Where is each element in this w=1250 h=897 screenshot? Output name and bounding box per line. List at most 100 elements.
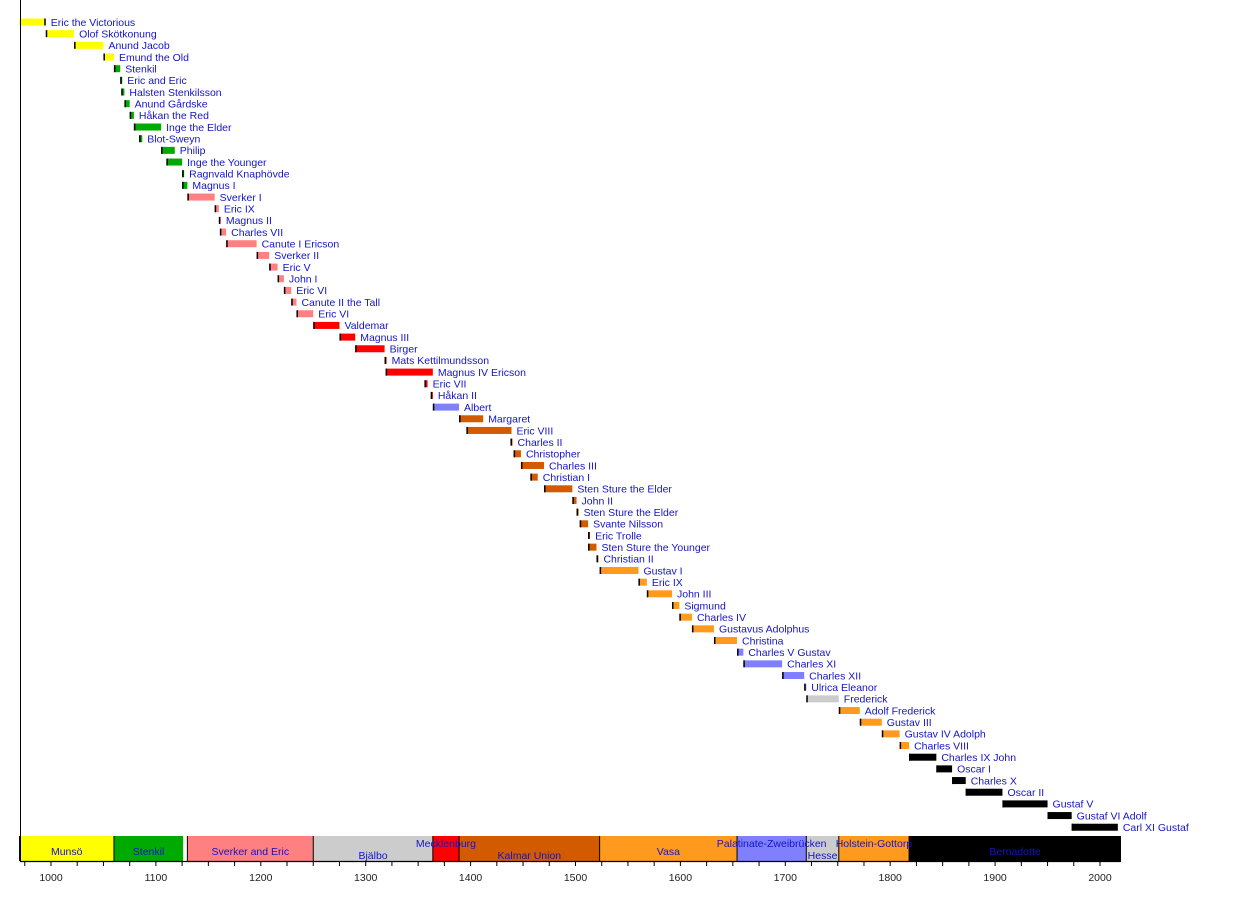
monarch-label: Charles VII [231, 227, 283, 239]
monarch-label: John I [289, 274, 318, 286]
monarch-bar-start-marker [129, 111, 132, 119]
monarch-bar-start-marker [838, 707, 841, 715]
monarch-bar [219, 228, 227, 236]
monarch-bar-start-marker [804, 683, 806, 691]
monarch-label: Eric VII [433, 379, 467, 391]
monarch-label: Blot-Sweyn [147, 134, 200, 146]
monarch-bar-start-marker [74, 41, 76, 49]
monarch-bar-start-marker [120, 76, 122, 84]
monarch-bar-start-marker [576, 508, 579, 516]
monarch-bar-start-marker [384, 356, 387, 364]
monarch-bar [432, 403, 460, 411]
monarch-bar-start-marker [187, 193, 189, 201]
monarch-label: Charles XI [787, 659, 836, 671]
monarch-bar [1047, 812, 1072, 820]
monarch-bar-start-marker [182, 181, 184, 189]
dynasty-band [432, 836, 460, 861]
monarch-bar-start-marker [513, 450, 516, 458]
monarch-bar-start-marker [679, 613, 681, 621]
dynasty-band [909, 836, 1121, 861]
monarch-bar-start-marker [44, 18, 46, 26]
monarch-bar-start-marker [339, 333, 341, 341]
monarch-bar-start-marker [218, 216, 221, 224]
monarch-bar [638, 578, 647, 586]
monarch-bar [74, 41, 104, 49]
monarch-bar-start-marker [965, 788, 968, 796]
monarch-bar-start-marker [432, 403, 435, 411]
monarch-bar-start-marker [430, 391, 433, 399]
monarch-bar [226, 240, 257, 248]
monarch-bar-start-marker [899, 742, 902, 750]
monarch-label: Eric IX [224, 204, 255, 216]
monarch-bar-start-marker [355, 345, 357, 353]
monarch-label: Eric the Victorious [51, 17, 135, 29]
monarch-label: Eric Trolle [595, 530, 642, 542]
monarch-label: Olof Skötkonung [79, 28, 157, 40]
monarch-bar-start-marker [646, 590, 649, 598]
monarch-label: Sverker II [274, 250, 319, 262]
monarch-label: Inge the Younger [187, 157, 267, 169]
monarch-bar-start-marker [579, 520, 582, 528]
x-tick-label: 1500 [564, 872, 588, 884]
monarch-bar [530, 473, 538, 481]
monarch-bar [355, 345, 385, 353]
monarch-bar [599, 566, 639, 574]
dynasty-label: Mecklenburg [416, 838, 476, 850]
x-tick-label: 1400 [459, 872, 483, 884]
monarch-bar [214, 205, 219, 213]
monarch-bar-start-marker [510, 438, 512, 446]
monarch-label: Ulrica Eleanor [811, 682, 877, 694]
monarch-bar-start-marker [214, 205, 217, 213]
monarch-bar [256, 251, 270, 259]
monarch-bar-start-marker [782, 672, 784, 680]
monarch-label: Christina [742, 635, 784, 647]
monarch-bar-start-marker [596, 555, 598, 563]
monarch-bar [806, 695, 839, 703]
monarch-bar [952, 777, 966, 785]
dynasty-band [838, 836, 910, 861]
x-tick-label: 1300 [354, 872, 378, 884]
monarch-bar [133, 123, 162, 131]
monarch-bar [1071, 823, 1118, 831]
monarch-label: Charles II [518, 437, 563, 449]
monarch-label: Christian II [603, 554, 653, 566]
dynasty-label: Hesse [808, 850, 838, 862]
monarch-bar-start-marker [277, 275, 280, 283]
monarch-label: Inge the Elder [166, 122, 232, 134]
monarch-bar-start-marker [520, 461, 523, 469]
monarch-label: Carl XI Gustaf [1123, 822, 1189, 834]
monarch-label: Gustav III [887, 717, 932, 729]
monarch-bar [881, 730, 900, 738]
monarch-bar [899, 742, 910, 750]
x-tick-label: 1900 [983, 872, 1007, 884]
x-axis: 1000 1100 1200 1300 1400 1500 1600 1700 1800 1900… [20, 0, 1121, 884]
monarch-bar-start-marker [588, 531, 590, 539]
monarch-bar [909, 753, 937, 761]
monarch-bar [139, 135, 143, 143]
monarch-label: Eric VI [296, 285, 327, 297]
monarch-bar-start-marker [182, 170, 184, 178]
monarch-bar [277, 275, 284, 283]
monarch-label: Sten Sture the Elder [577, 484, 672, 496]
monarch-bar-start-marker [909, 753, 911, 761]
monarch-bar [129, 111, 134, 119]
monarch-bar [269, 263, 278, 271]
monarch-label: Charles IX John [941, 752, 1016, 764]
monarch-bar [339, 333, 356, 341]
monarch-bar-start-marker [572, 496, 574, 504]
monarch-bar [838, 707, 860, 715]
monarch-label: Eric IX [652, 577, 683, 589]
monarch-bar [588, 543, 597, 551]
x-tick-label: 1000 [39, 872, 63, 884]
monarch-label: Charles XII [809, 670, 861, 682]
monarch-bar-start-marker [219, 228, 222, 236]
monarch-label: Frederick [844, 694, 889, 706]
monarch-label: Eric V [283, 262, 311, 274]
monarch-bar [45, 30, 75, 38]
monarch-bar [313, 321, 340, 329]
monarch-bar [579, 520, 589, 528]
monarch-bar [646, 590, 673, 598]
monarch-label: Charles III [549, 460, 597, 472]
